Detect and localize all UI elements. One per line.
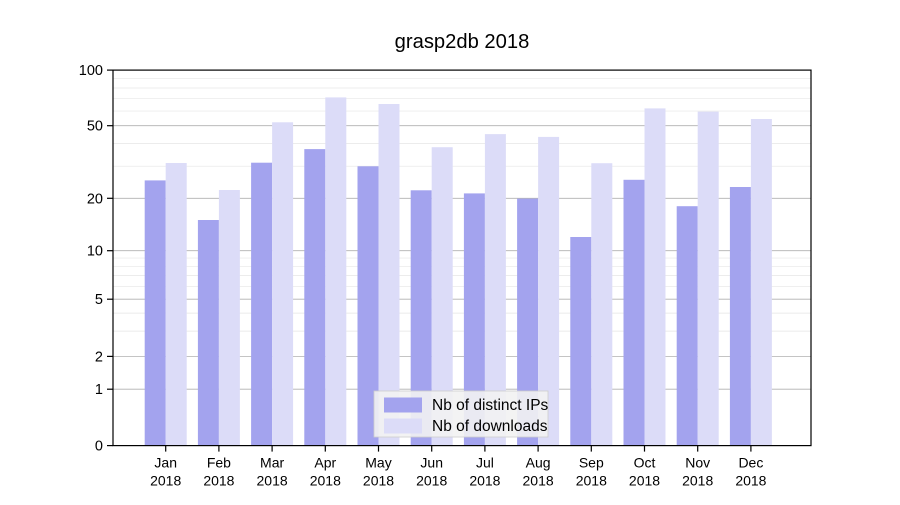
svg-text:5: 5 [95,292,103,308]
svg-text:1: 1 [95,382,103,398]
svg-text:Mar: Mar [260,455,284,471]
svg-text:2018: 2018 [257,473,288,489]
svg-text:20: 20 [87,191,103,207]
svg-text:Jul: Jul [476,455,494,471]
svg-text:Feb: Feb [207,455,231,471]
svg-text:2018: 2018 [469,473,500,489]
svg-text:Nb of downloads: Nb of downloads [432,418,548,435]
svg-text:2: 2 [95,349,103,365]
svg-text:2018: 2018 [576,473,607,489]
svg-text:2018: 2018 [363,473,394,489]
svg-text:Sep: Sep [579,455,604,471]
svg-text:2018: 2018 [682,473,713,489]
svg-text:Jan: Jan [154,455,177,471]
svg-text:0: 0 [95,439,103,455]
svg-text:2018: 2018 [629,473,660,489]
svg-text:50: 50 [87,119,103,135]
svg-text:Oct: Oct [634,455,656,471]
svg-text:2018: 2018 [735,473,766,489]
svg-text:2018: 2018 [203,473,234,489]
svg-text:grasp2db 2018: grasp2db 2018 [395,31,530,53]
svg-text:2018: 2018 [310,473,341,489]
svg-text:Nb of distinct IPs: Nb of distinct IPs [432,397,549,414]
svg-text:2018: 2018 [416,473,447,489]
svg-text:2018: 2018 [523,473,554,489]
svg-text:Aug: Aug [526,455,551,471]
svg-text:Dec: Dec [738,455,763,471]
svg-text:2018: 2018 [150,473,181,489]
svg-text:Jun: Jun [420,455,443,471]
svg-text:May: May [365,455,391,471]
svg-text:Nov: Nov [685,455,710,471]
svg-text:10: 10 [87,244,103,260]
svg-text:Apr: Apr [314,455,336,471]
svg-text:100: 100 [79,63,103,79]
